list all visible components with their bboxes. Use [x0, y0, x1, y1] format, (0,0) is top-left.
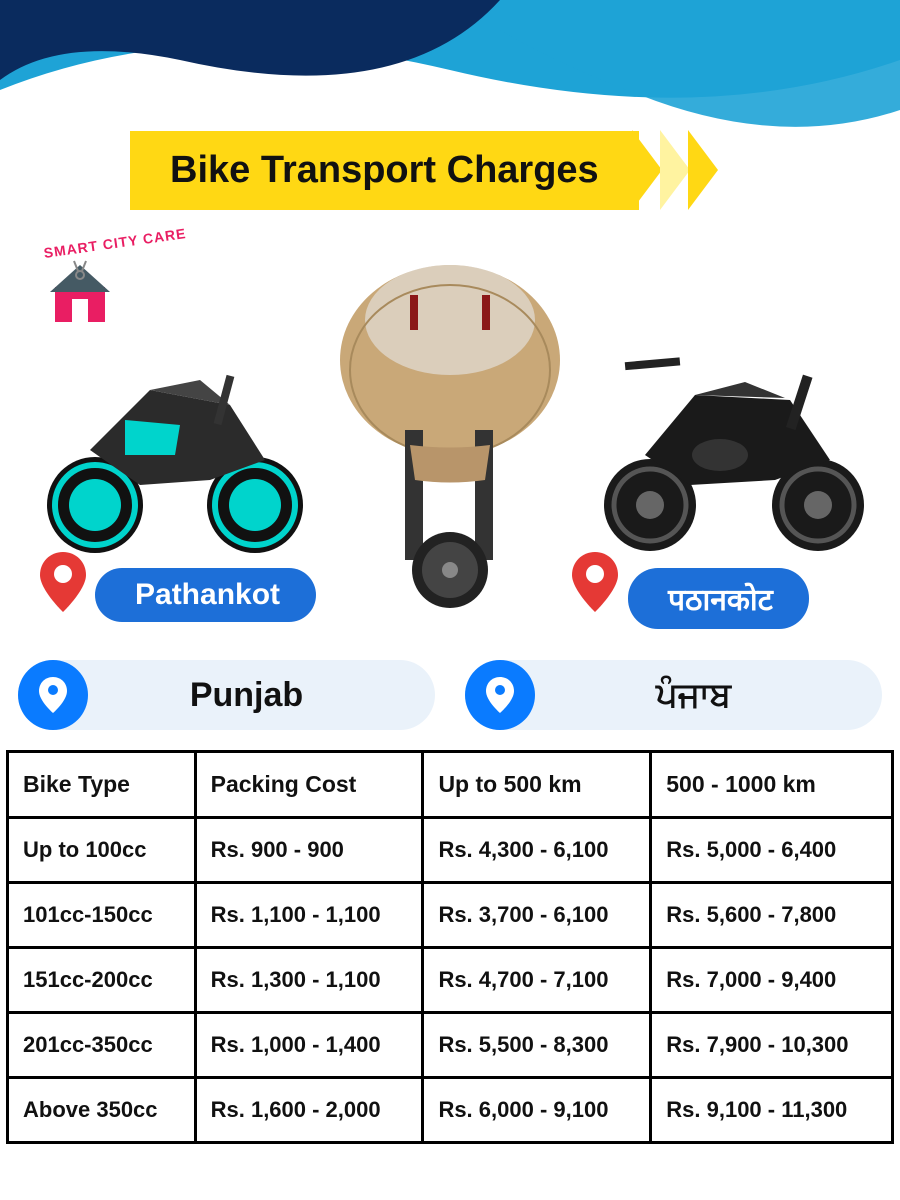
- bikes-illustration: [20, 250, 880, 590]
- table-cell: 151cc-200cc: [8, 948, 196, 1013]
- state-punjabi-label: ਪੰਜਾਬ: [656, 676, 761, 715]
- charges-table: Bike Type Packing Cost Up to 500 km 500 …: [6, 750, 894, 1144]
- table-header: Bike Type: [8, 752, 196, 818]
- table-row: 201cc-350cc Rs. 1,000 - 1,400 Rs. 5,500 …: [8, 1013, 893, 1078]
- table-cell: Rs. 1,300 - 1,100: [195, 948, 423, 1013]
- state-row: Punjab ਪੰਜਾਬ: [18, 660, 882, 730]
- table-cell: Rs. 5,600 - 7,800: [651, 883, 893, 948]
- table-cell: Rs. 1,100 - 1,100: [195, 883, 423, 948]
- table-cell: Rs. 6,000 - 9,100: [423, 1078, 651, 1143]
- table-cell: Above 350cc: [8, 1078, 196, 1143]
- location-pin-icon: [570, 552, 620, 612]
- bike-right-icon: [590, 340, 880, 560]
- table-cell: Rs. 3,700 - 6,100: [423, 883, 651, 948]
- table-row: Up to 100cc Rs. 900 - 900 Rs. 4,300 - 6,…: [8, 818, 893, 883]
- location-pin-icon: [38, 552, 88, 612]
- table-header-row: Bike Type Packing Cost Up to 500 km 500 …: [8, 752, 893, 818]
- title-banner: Bike Transport Charges: [130, 130, 770, 210]
- table-cell: Up to 100cc: [8, 818, 196, 883]
- table-cell: Rs. 7,000 - 9,400: [651, 948, 893, 1013]
- table-cell: 201cc-350cc: [8, 1013, 196, 1078]
- city-english-pill: Pathankot: [95, 568, 316, 622]
- table-row: 101cc-150cc Rs. 1,100 - 1,100 Rs. 3,700 …: [8, 883, 893, 948]
- table-header: Packing Cost: [195, 752, 423, 818]
- table-cell: Rs. 5,000 - 6,400: [651, 818, 893, 883]
- table-cell: Rs. 5,500 - 8,300: [423, 1013, 651, 1078]
- bike-left-icon: [30, 330, 320, 560]
- table-row: 151cc-200cc Rs. 1,300 - 1,100 Rs. 4,700 …: [8, 948, 893, 1013]
- table-cell: 101cc-150cc: [8, 883, 196, 948]
- table-header: Up to 500 km: [423, 752, 651, 818]
- table-cell: Rs. 4,700 - 7,100: [423, 948, 651, 1013]
- bike-wrapped-icon: [310, 250, 590, 610]
- state-english-pill: Punjab: [18, 660, 435, 730]
- table-header: 500 - 1000 km: [651, 752, 893, 818]
- state-english-label: Punjab: [190, 676, 333, 715]
- table-cell: Rs. 1,600 - 2,000: [195, 1078, 423, 1143]
- state-punjabi-pill: ਪੰਜਾਬ: [465, 660, 882, 730]
- table-row: Above 350cc Rs. 1,600 - 2,000 Rs. 6,000 …: [8, 1078, 893, 1143]
- table-cell: Rs. 900 - 900: [195, 818, 423, 883]
- state-pin-icon: [18, 660, 88, 730]
- table-cell: Rs. 9,100 - 11,300: [651, 1078, 893, 1143]
- table-cell: Rs. 7,900 - 10,300: [651, 1013, 893, 1078]
- title-chevrons: [634, 130, 718, 210]
- city-hindi-pill: पठानकोट: [628, 568, 809, 629]
- state-pin-icon: [465, 660, 535, 730]
- page-title: Bike Transport Charges: [130, 131, 639, 210]
- table-cell: Rs. 4,300 - 6,100: [423, 818, 651, 883]
- table-cell: Rs. 1,000 - 1,400: [195, 1013, 423, 1078]
